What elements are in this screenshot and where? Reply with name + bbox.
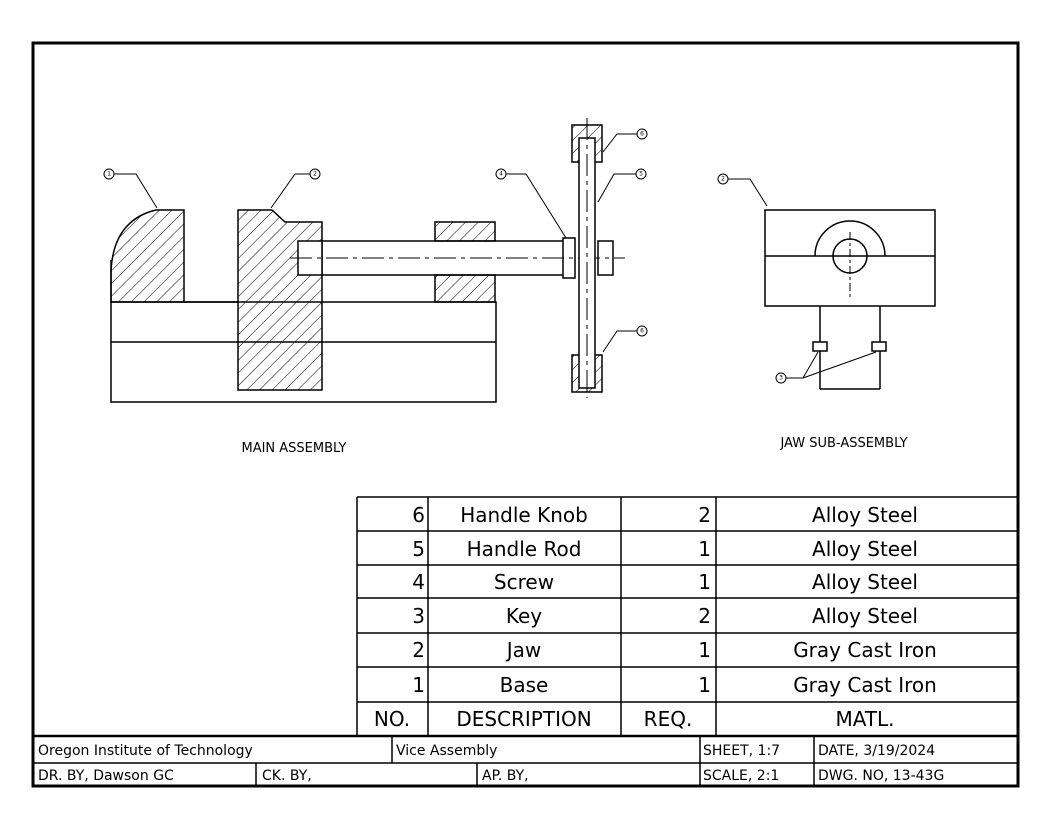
parts-header-no: NO. [374,707,410,731]
parts-row-description: Handle Rod [467,537,582,561]
parts-header-req: REQ. [644,707,693,731]
balloon-6-top-label: 6 [640,131,644,138]
parts-row-matl: Gray Cast Iron [793,673,937,697]
parts-row-description: Screw [494,570,554,594]
balloon-6-bottom [636,325,648,337]
parts-row-matl: Alloy Steel [812,570,918,594]
jaw-bore-arc [814,220,886,257]
jaw-sub-assembly-title: JAW SUB-ASSEMBLY [779,436,907,451]
parts-row-req: 1 [698,570,711,594]
title-block-dwg-no: DWG. NO, 13-43G [818,768,944,784]
title-block: Oregon Institute of Technology Vice Asse… [33,736,1018,786]
nut-top-section [434,221,496,242]
title-block-drawn-by: DR. BY, Dawson GC [38,768,174,784]
main-assembly-title: MAIN ASSEMBLY [241,441,346,456]
parts-row-req: 2 [698,503,711,527]
parts-row-no: 6 [412,503,425,527]
parts-row-req: 1 [698,638,711,662]
parts-row-description: Handle Knob [460,503,588,527]
title-block-scale: SCALE, 2:1 [703,768,779,784]
parts-row-no: 2 [412,638,425,662]
balloon-4 [495,168,507,180]
balloon-2-label: 2 [313,171,317,178]
title-block-school: Oregon Institute of Technology [38,743,253,759]
balloon-2-jaw-label: 2 [721,176,725,183]
balloon-6-top [636,128,648,140]
key-left [812,341,828,352]
parts-header-description: DESCRIPTION [456,707,591,731]
handle-assembly [571,118,603,398]
parts-row-matl: Gray Cast Iron [793,638,937,662]
parts-row-no: 4 [412,570,425,594]
key-right [871,341,887,352]
base-fixed-jaw-section [110,209,185,303]
parts-row-no: 5 [412,537,425,561]
balloon-1-label: 1 [107,171,111,178]
parts-row-matl: Alloy Steel [812,503,918,527]
parts-row-no: 1 [412,673,425,697]
movable-jaw-section [237,209,323,391]
parts-row-matl: Alloy Steel [812,604,918,628]
title-block-checked-by: CK. BY, [262,768,312,784]
nut-bottom-section [434,274,496,303]
parts-header-matl: MATL. [835,707,894,731]
balloon-4-label: 4 [499,171,503,178]
parts-row-description: Key [506,604,542,628]
balloon-5 [635,168,647,180]
balloon-1 [103,168,115,180]
parts-row-no: 3 [412,604,425,628]
balloon-5-label: 5 [639,171,643,178]
main-assembly-view [110,209,625,403]
parts-row-req: 1 [698,673,711,697]
parts-row-req: 2 [698,604,711,628]
title-block-sheet: SHEET, 1:7 [703,743,780,759]
title-block-title: Vice Assembly [396,743,497,759]
jaw-block [764,209,936,307]
title-block-approved-by: AP. BY, [482,768,529,784]
balloon-2-jaw [717,173,729,185]
balloon-2 [309,168,321,180]
title-block-date: DATE, 3/19/2024 [818,743,935,759]
balloon-3 [775,372,787,384]
parts-row-matl: Alloy Steel [812,537,918,561]
parts-row-req: 1 [698,537,711,561]
parts-row-description: Base [500,673,549,697]
parts-list: 6 Handle Knob 2 Alloy Steel 5 Handle Rod… [33,496,1018,738]
jaw-sub-assembly-view [764,209,936,390]
balloon-6-bottom-label: 6 [640,328,644,335]
parts-row-description: Jaw [505,638,542,662]
sheet-border [31,41,1020,788]
balloon-3-label: 3 [779,375,783,382]
